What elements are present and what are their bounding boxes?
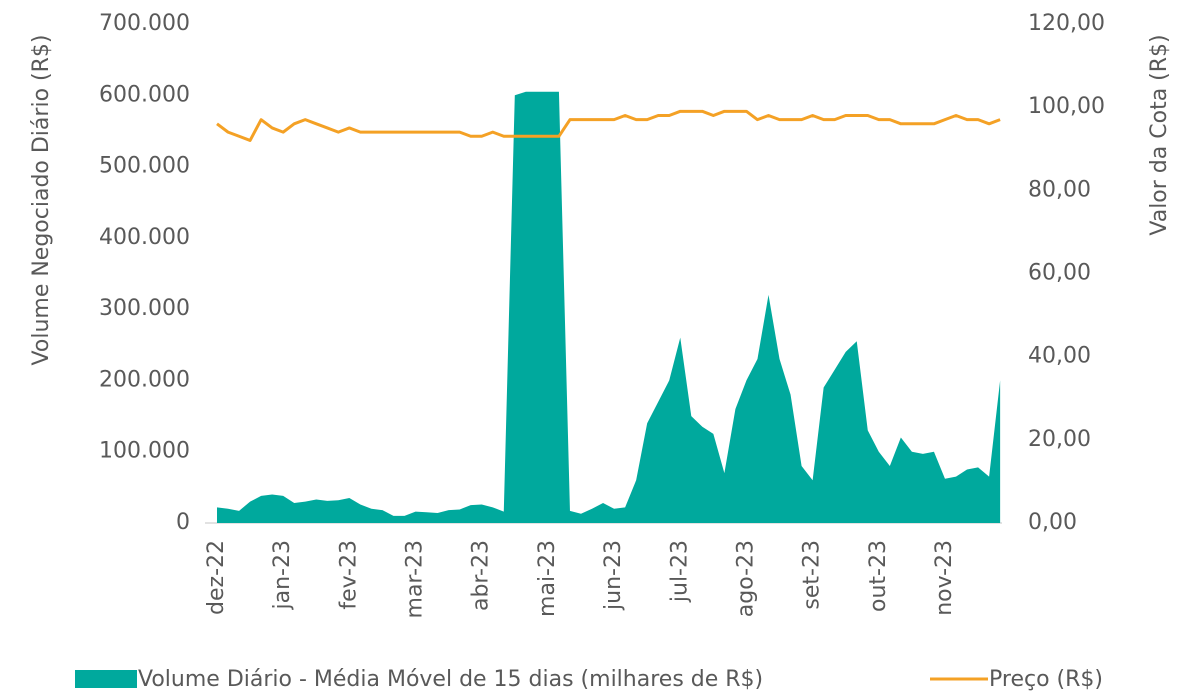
x-tick-label: nov-23: [932, 540, 957, 616]
y-tick-label: 600.000: [99, 82, 190, 107]
y-tick-label: 400.000: [99, 225, 190, 250]
x-tick-label: mar-23: [403, 540, 428, 618]
x-tick-label: dez-22: [204, 540, 229, 615]
y2-axis-title: Valor da Cota (R$): [1147, 34, 1172, 235]
y2-tick-label: 80,00: [1028, 177, 1091, 202]
y2-tick-label: 40,00: [1028, 344, 1091, 369]
y2-tick-label: 60,00: [1028, 261, 1091, 286]
y2-tick-label: 0,00: [1028, 510, 1077, 535]
y-tick-label: 0: [176, 510, 190, 535]
x-tick-label: jun-23: [601, 540, 626, 611]
y-tick-label: 200.000: [99, 367, 190, 392]
y-tick-label: 700.000: [99, 11, 190, 36]
x-tick-label: jan-23: [270, 540, 295, 610]
y-tick-label: 500.000: [99, 154, 190, 179]
y-tick-label: 300.000: [99, 296, 190, 321]
x-tick-label: set-23: [800, 540, 825, 610]
price-line: [216, 109, 1001, 142]
y2-tick-label: 100,00: [1028, 94, 1105, 119]
x-tick-label: abr-23: [469, 540, 494, 611]
legend-label: Preço (R$): [989, 667, 1103, 691]
x-tick-label: mai-23: [535, 540, 560, 617]
x-tick-label: fev-23: [336, 540, 361, 610]
y2-tick-label: 120,00: [1028, 11, 1105, 36]
y-tick-label: 100.000: [99, 439, 190, 464]
legend-label: Volume Diário - Média Móvel de 15 dias (…: [138, 667, 763, 691]
y-axis-title: Volume Negociado Diário (R$): [29, 35, 54, 366]
x-tick-label: out-23: [866, 540, 891, 612]
legend-swatch: [75, 670, 137, 688]
x-tick-label: jul-23: [667, 540, 692, 603]
x-tick-label: ago-23: [733, 540, 758, 617]
y2-tick-label: 20,00: [1028, 427, 1091, 452]
volume-area: [217, 91, 1001, 523]
